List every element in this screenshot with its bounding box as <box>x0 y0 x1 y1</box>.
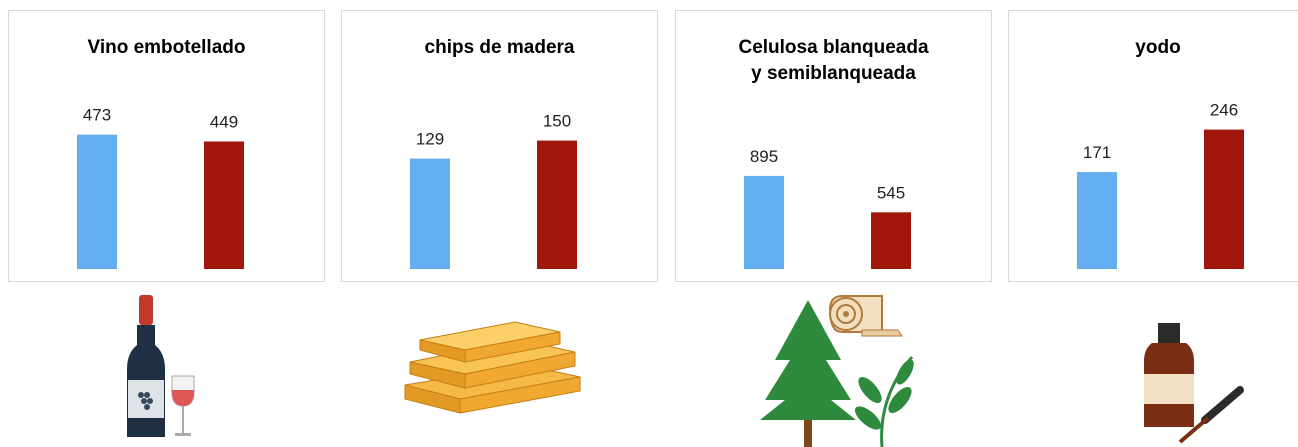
chart-panel: 473 449 Vino embotellado <box>8 10 325 282</box>
bar <box>410 158 450 269</box>
chart-title: Celulosa blanqueada y semiblanqueada <box>738 37 929 84</box>
bar <box>1204 129 1244 269</box>
chart: 895 545 <box>744 147 911 269</box>
chart-panel: 895 545 Celulosa blanqueada y semiblanquea… <box>675 10 992 282</box>
iodine-icon <box>1144 323 1244 444</box>
bar <box>871 212 911 269</box>
icons <box>127 295 1244 447</box>
value-label: 545 <box>877 183 905 202</box>
value-label: 129 <box>416 130 444 149</box>
chart: 171 246 <box>1077 101 1244 269</box>
value-label: 449 <box>210 112 238 131</box>
bar <box>204 141 244 269</box>
chart: 129 150 <box>410 112 577 269</box>
value-label: 150 <box>543 112 571 131</box>
wood-icon <box>404 321 581 414</box>
chart-panel: 129 150 chips de madera <box>341 10 658 282</box>
value-label: 473 <box>83 106 111 125</box>
chart-title: yodo <box>1135 37 1181 58</box>
bar <box>77 134 117 269</box>
bar <box>1077 172 1117 269</box>
chart: 473 449 <box>77 106 244 269</box>
wine-icon <box>127 295 195 437</box>
value-label: 895 <box>750 147 778 166</box>
tree-icon <box>760 295 914 447</box>
bar <box>537 140 577 269</box>
value-label: 246 <box>1210 101 1238 120</box>
chart-panel: 171 246 yodo <box>1008 10 1298 282</box>
chart-title: Vino embotellado <box>87 37 246 58</box>
bar <box>744 175 784 269</box>
value-label: 171 <box>1083 143 1111 162</box>
chart-title: chips de madera <box>424 37 575 58</box>
